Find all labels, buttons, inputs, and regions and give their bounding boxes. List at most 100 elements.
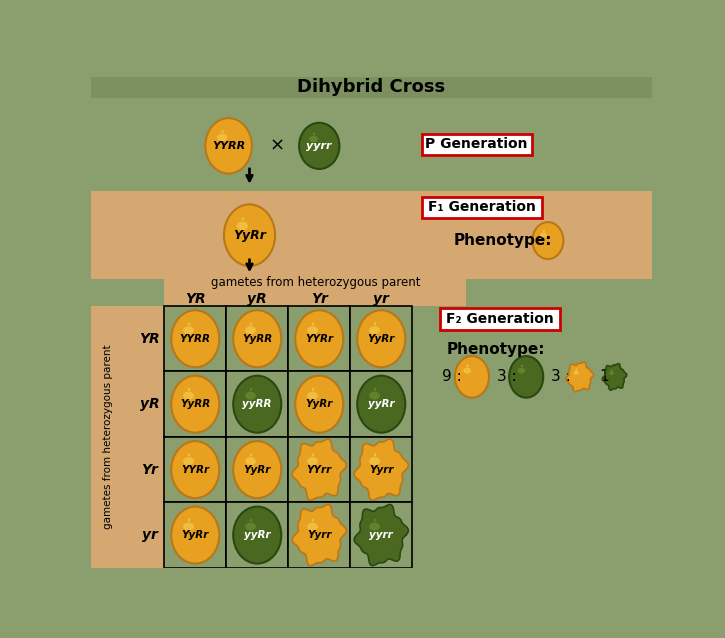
Ellipse shape (171, 507, 219, 563)
Text: yyrr: yyrr (369, 530, 393, 540)
Ellipse shape (307, 326, 318, 334)
Text: YYRr: YYRr (181, 464, 210, 475)
FancyBboxPatch shape (350, 371, 413, 437)
Ellipse shape (357, 310, 405, 367)
Ellipse shape (217, 134, 228, 142)
Ellipse shape (295, 310, 343, 367)
Text: YyRr: YyRr (305, 399, 333, 409)
FancyBboxPatch shape (421, 133, 531, 155)
Text: yyRR: yyRR (242, 399, 272, 409)
Polygon shape (566, 362, 594, 392)
Ellipse shape (307, 392, 318, 399)
Text: yyRr: yyRr (368, 399, 394, 409)
Polygon shape (292, 505, 347, 566)
Text: ×: × (269, 137, 284, 155)
Ellipse shape (183, 457, 194, 465)
Text: Yr: Yr (311, 292, 328, 306)
Polygon shape (354, 439, 408, 500)
Ellipse shape (233, 376, 281, 433)
Ellipse shape (224, 204, 275, 266)
FancyBboxPatch shape (289, 306, 350, 371)
Text: YyRR: YyRR (242, 334, 273, 344)
Text: YYRR: YYRR (180, 334, 211, 344)
Ellipse shape (540, 232, 547, 237)
FancyBboxPatch shape (226, 502, 289, 568)
FancyBboxPatch shape (165, 371, 226, 437)
Ellipse shape (307, 457, 318, 465)
Ellipse shape (233, 310, 281, 367)
Ellipse shape (509, 356, 543, 397)
Text: YR: YR (139, 332, 160, 346)
Ellipse shape (369, 457, 380, 465)
Ellipse shape (205, 118, 252, 174)
Text: YyRR: YyRR (180, 399, 210, 409)
FancyBboxPatch shape (91, 279, 652, 568)
Text: 3 :: 3 : (551, 369, 571, 384)
Ellipse shape (171, 441, 219, 498)
FancyBboxPatch shape (421, 197, 542, 218)
Text: F₂ Generation: F₂ Generation (446, 312, 554, 326)
Ellipse shape (171, 376, 219, 433)
Ellipse shape (455, 356, 489, 397)
Text: 9 :: 9 : (442, 369, 463, 384)
Text: Phenotype:: Phenotype: (447, 343, 546, 357)
Ellipse shape (183, 523, 194, 531)
Text: YYRr: YYRr (305, 334, 334, 344)
Text: F₁ Generation: F₁ Generation (428, 200, 536, 214)
Ellipse shape (236, 221, 248, 230)
Text: yR: yR (247, 292, 267, 306)
FancyBboxPatch shape (91, 98, 652, 191)
Text: gametes from heterozygous parent: gametes from heterozygous parent (211, 276, 420, 288)
Ellipse shape (299, 122, 339, 169)
Text: P Generation: P Generation (426, 137, 528, 151)
Text: YyRr: YyRr (368, 334, 395, 344)
Ellipse shape (245, 392, 256, 399)
Ellipse shape (532, 222, 563, 259)
FancyBboxPatch shape (165, 437, 226, 502)
Text: gametes from heterozygous parent: gametes from heterozygous parent (103, 345, 112, 530)
Ellipse shape (609, 371, 614, 375)
Text: YYrr: YYrr (307, 464, 332, 475)
Text: yR: yR (140, 397, 160, 412)
Ellipse shape (171, 310, 219, 367)
Text: Yr: Yr (141, 463, 158, 477)
Ellipse shape (573, 371, 579, 375)
Ellipse shape (309, 136, 318, 142)
FancyBboxPatch shape (91, 77, 652, 98)
FancyBboxPatch shape (289, 437, 350, 502)
Polygon shape (602, 364, 627, 390)
Ellipse shape (295, 376, 343, 433)
Ellipse shape (357, 376, 405, 433)
Ellipse shape (369, 392, 380, 399)
FancyBboxPatch shape (226, 306, 289, 371)
Text: YyRr: YyRr (181, 530, 209, 540)
Ellipse shape (463, 367, 471, 373)
FancyBboxPatch shape (91, 191, 652, 279)
FancyBboxPatch shape (165, 502, 226, 568)
Polygon shape (354, 505, 408, 566)
Text: yr: yr (373, 292, 389, 306)
FancyBboxPatch shape (289, 371, 350, 437)
Text: Yyrr: Yyrr (369, 464, 394, 475)
FancyBboxPatch shape (165, 277, 466, 306)
Text: Phenotype:: Phenotype: (453, 233, 552, 248)
Text: YyRr: YyRr (233, 228, 266, 242)
Ellipse shape (183, 326, 194, 334)
FancyBboxPatch shape (226, 371, 289, 437)
FancyBboxPatch shape (91, 306, 165, 568)
Text: 3 :: 3 : (497, 369, 516, 384)
Text: Dihybrid Cross: Dihybrid Cross (297, 78, 445, 96)
Text: Yyrr: Yyrr (307, 530, 331, 540)
Ellipse shape (307, 523, 318, 531)
Ellipse shape (233, 441, 281, 498)
Text: YR: YR (185, 292, 206, 306)
Ellipse shape (245, 326, 256, 334)
Ellipse shape (369, 523, 380, 531)
Ellipse shape (518, 367, 525, 373)
FancyBboxPatch shape (440, 308, 560, 330)
Ellipse shape (233, 507, 281, 563)
FancyBboxPatch shape (226, 437, 289, 502)
Ellipse shape (245, 457, 256, 465)
Text: yr: yr (141, 528, 157, 542)
Text: 1: 1 (599, 369, 609, 384)
